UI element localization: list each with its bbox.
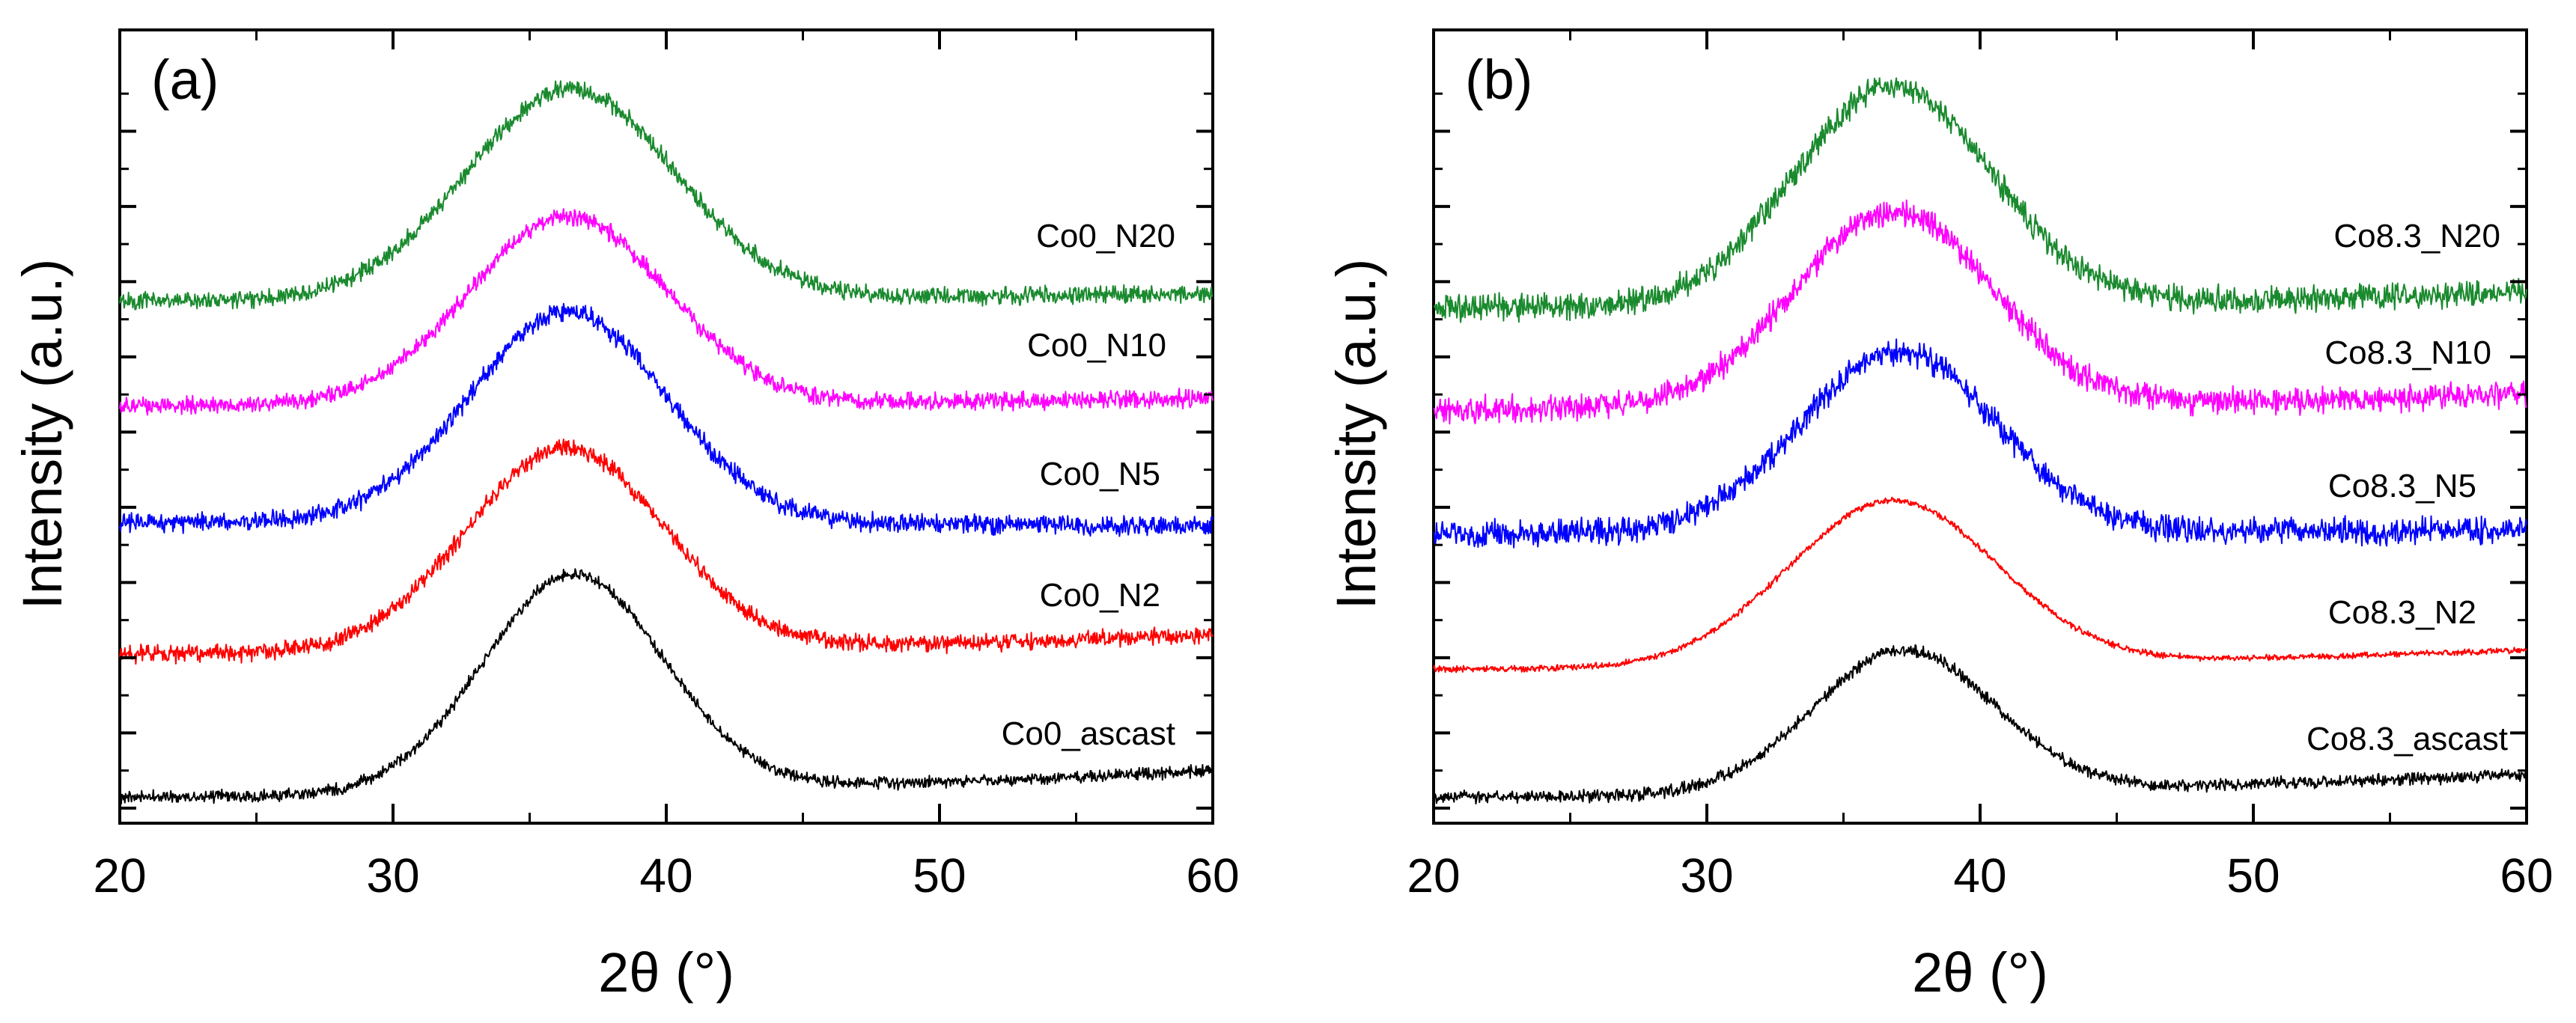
series-label-co83-n20: Co8.3_N20 — [2333, 218, 2500, 254]
series-label-co0-n20: Co0_N20 — [1036, 218, 1175, 254]
x-tick-label: 40 — [1953, 849, 2006, 903]
y-axis-title: Intensity (a.u.) — [11, 259, 73, 610]
plot-frame — [118, 28, 1214, 825]
series-label-co83-ascast: Co8.3_ascast — [2306, 721, 2508, 757]
tick-group: 20 30 40 50 60 — [1407, 30, 2554, 903]
x-tick-label: 20 — [1407, 849, 1460, 903]
series-label-co0-ascast: Co0_ascast — [1002, 715, 1175, 752]
tick-group: 20 30 40 50 60 — [93, 30, 1240, 903]
panel-a: 20 30 40 50 60 (a) Co0_N20 Co0_N10 Co0_N5 Co… — [11, 28, 1240, 1004]
series-line-co0-ascast — [119, 568, 1214, 805]
series-group — [1433, 77, 2527, 804]
panel-b: 20 30 40 50 60 (b) Co8.3_N20 Co8.3_N10 Co8.3… — [1325, 28, 2554, 1004]
series-line-co0-n5 — [119, 302, 1214, 537]
series-label-co0-n2: Co0_N2 — [1040, 577, 1160, 614]
series-group — [119, 80, 1214, 805]
series-line-co8-3-n2 — [1433, 496, 2527, 674]
series-line-co0-n2 — [119, 439, 1214, 665]
x-tick-label: 30 — [1680, 849, 1733, 903]
panel-label: (b) — [1465, 49, 1532, 111]
series-line-co8-3-n5 — [1433, 338, 2527, 549]
x-tick-label: 30 — [366, 849, 419, 903]
y-axis-title: Intensity (a.u.) — [1325, 259, 1387, 610]
series-line-co8-3-ascast — [1433, 644, 2527, 804]
x-tick-label: 20 — [93, 849, 146, 903]
series-label-co0-n10: Co0_N10 — [1027, 327, 1166, 364]
panel-label: (a) — [151, 49, 219, 111]
x-tick-label: 40 — [639, 849, 692, 903]
x-axis-title: 2θ (°) — [1912, 941, 2048, 1004]
x-tick-label: 50 — [913, 849, 966, 903]
x-tick-label: 60 — [1186, 849, 1239, 903]
series-label-co83-n10: Co8.3_N10 — [2324, 335, 2491, 371]
x-tick-label: 50 — [2226, 849, 2280, 903]
series-line-co0-n20 — [119, 80, 1214, 311]
series-label-co0-n5: Co0_N5 — [1040, 456, 1160, 492]
x-axis-title: 2θ (°) — [598, 941, 734, 1004]
x-tick-label: 60 — [2500, 849, 2553, 903]
series-line-co0-n10 — [119, 208, 1214, 416]
series-label-co83-n2: Co8.3_N2 — [2328, 594, 2476, 631]
series-label-co83-n5: Co8.3_N5 — [2328, 468, 2476, 504]
series-line-co8-3-n10 — [1433, 199, 2527, 425]
series-line-co8-3-n20 — [1434, 77, 2527, 323]
